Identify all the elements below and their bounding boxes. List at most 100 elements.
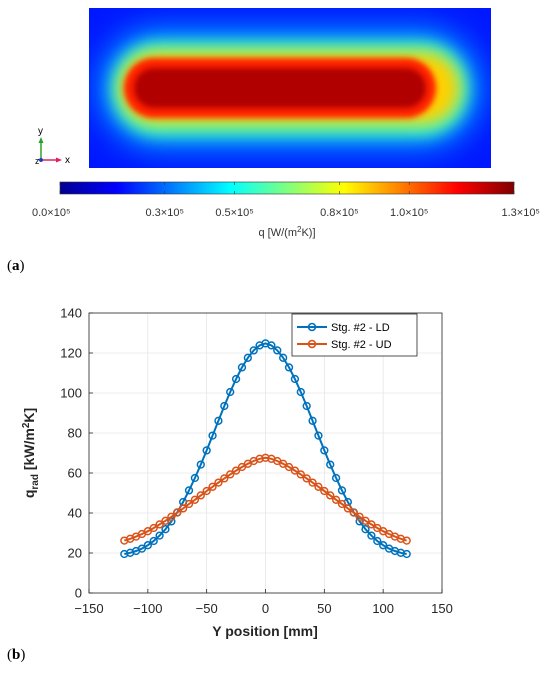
data-point — [155, 520, 164, 529]
panel-label-a: (a) — [7, 258, 25, 274]
x-tick-label: −50 — [196, 601, 218, 616]
data-point — [308, 416, 317, 425]
data-point — [231, 374, 241, 384]
data-point — [178, 504, 188, 513]
legend-marker-ld — [307, 322, 317, 332]
data-point — [184, 499, 194, 509]
data-point — [373, 536, 382, 546]
data-point — [302, 401, 311, 411]
y-tick-label: 40 — [68, 506, 82, 521]
data-point — [220, 474, 229, 483]
data-point — [361, 516, 370, 525]
data-point — [149, 536, 158, 546]
legend-label-ld: Stg. #2 - LD — [331, 322, 390, 334]
data-point — [196, 460, 205, 469]
data-point — [302, 474, 311, 483]
data-point — [367, 531, 376, 540]
colorbar — [59, 181, 515, 195]
data-point — [190, 495, 200, 504]
data-point — [402, 536, 411, 545]
data-point — [320, 486, 329, 496]
data-point — [184, 486, 194, 495]
data-point — [337, 499, 347, 509]
data-point — [314, 482, 323, 491]
data-point — [243, 353, 253, 362]
line-chart: −150 −100 −50 0 50 100 150 0 20 40 60 80 100 120 140 Y… — [21, 306, 453, 640]
data-point — [226, 470, 235, 479]
data-point — [320, 446, 329, 455]
data-point — [367, 520, 376, 529]
series-ud — [120, 453, 411, 545]
x-tick-label: −100 — [133, 601, 162, 616]
data-point — [355, 512, 364, 521]
data-point — [296, 387, 305, 397]
data-point — [284, 363, 294, 372]
data-point — [261, 453, 270, 462]
data-point — [284, 462, 294, 472]
y-tick-label: 120 — [60, 346, 82, 361]
heatmap-figure: y x z 0.0×10⁵ 0.3×10⁵ 0.5×10⁵ 0.8×10⁵ 1.0×10… — [32, 8, 540, 239]
data-point — [196, 491, 205, 500]
data-point — [308, 478, 317, 487]
data-point — [208, 431, 217, 440]
y-tick-label: 140 — [60, 306, 82, 321]
data-point — [161, 516, 170, 525]
data-point — [208, 482, 217, 491]
data-point — [137, 544, 147, 553]
data-point — [361, 525, 370, 534]
y-tick-label: 0 — [75, 586, 82, 601]
heatmap-image — [89, 8, 491, 168]
data-point — [337, 486, 347, 495]
data-point — [296, 470, 305, 479]
x-tick-label: −150 — [74, 601, 103, 616]
data-point — [290, 374, 300, 384]
triad-z-label: z — [35, 156, 40, 166]
colorbar-tick-label: 0.5×10⁵ — [215, 207, 254, 219]
data-point — [326, 460, 335, 469]
data-point — [267, 341, 276, 350]
x-tick-label: 0 — [262, 601, 269, 616]
x-tick-label: 100 — [372, 601, 394, 616]
y-axis-label: qrad [kW/m2K] — [21, 408, 41, 498]
colorbar-tick-label: 1.3×10⁵ — [501, 207, 540, 219]
data-point — [226, 387, 235, 397]
triad-y-label: y — [38, 126, 43, 137]
data-point — [402, 549, 411, 559]
colorbar-tick-label: 1.0×10⁵ — [390, 207, 429, 219]
data-point — [190, 473, 200, 483]
data-point — [149, 523, 158, 533]
data-point — [290, 466, 300, 475]
legend-label-ud: Stg. #2 - UD — [331, 339, 392, 351]
data-point — [167, 512, 176, 521]
data-point — [155, 531, 164, 540]
data-point — [202, 486, 211, 496]
data-point — [349, 508, 358, 517]
data-point — [214, 416, 223, 425]
data-point — [237, 363, 247, 372]
data-point — [231, 466, 241, 475]
legend: Stg. #2 - LD Stg. #2 - UD — [291, 313, 418, 357]
x-tick-label: 150 — [431, 601, 453, 616]
data-point — [220, 401, 229, 411]
chart-ticks: −150 −100 −50 0 50 100 150 0 20 40 60 80 100 120 140 — [60, 306, 453, 617]
colorbar-ticks: 0.0×10⁵ 0.3×10⁵ 0.5×10⁵ 0.8×10⁵ 1.0×10⁵ 1.3×1… — [32, 182, 540, 219]
colorbar-title: q [W/(m2K)] — [258, 225, 315, 239]
y-tick-label: 60 — [68, 466, 82, 481]
series-line — [124, 342, 407, 555]
triad-x-label: x — [65, 155, 70, 166]
data-point — [273, 346, 282, 355]
data-point — [214, 478, 223, 487]
x-axis-label: Y position [mm] — [212, 623, 318, 639]
axis-triad: y x z — [35, 126, 70, 166]
legend-marker-ud — [307, 339, 317, 349]
data-point — [173, 508, 182, 517]
colorbar-tick-label: 0.0×10⁵ — [32, 207, 71, 219]
y-tick-label: 100 — [60, 386, 82, 401]
data-point — [279, 353, 288, 362]
legend-box — [291, 313, 418, 357]
data-point — [161, 525, 170, 534]
data-point — [343, 504, 353, 513]
data-point — [331, 495, 341, 504]
panel-label-b: (b) — [7, 647, 26, 663]
data-point — [143, 541, 152, 550]
